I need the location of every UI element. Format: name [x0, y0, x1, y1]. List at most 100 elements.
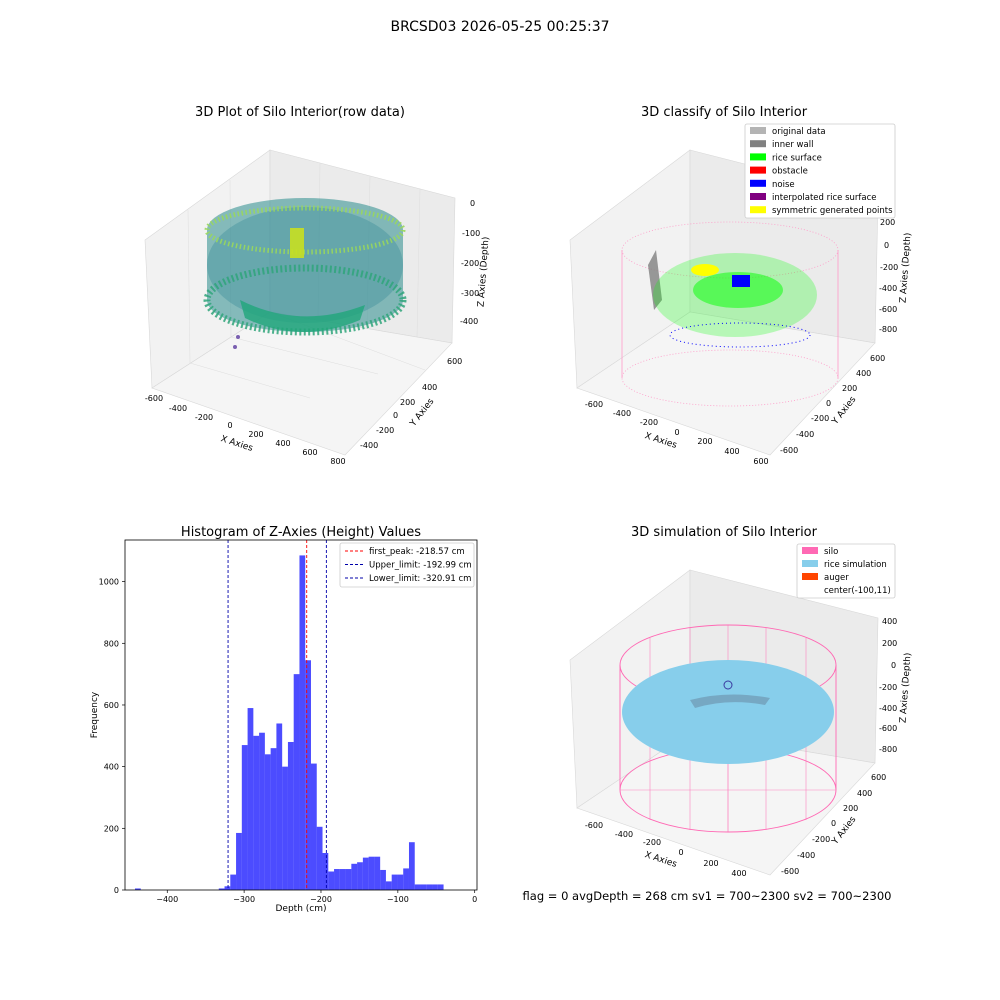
histogram-y-tick-label: 1000	[99, 578, 119, 587]
legend-label: center(-100,11)	[824, 586, 891, 596]
histogram-bar	[403, 868, 409, 890]
histogram-bar	[380, 869, 386, 890]
legend-swatch	[802, 547, 818, 554]
simulation-3d-plot: 3D simulation of Silo Interior s	[569, 525, 913, 878]
histogram-bar	[357, 862, 363, 890]
bottom-info-text: flag = 0 avgDepth = 268 cm sv1 = 700~230…	[523, 889, 892, 903]
histogram-bar	[305, 660, 311, 890]
histogram-bar	[414, 884, 421, 890]
simulation-legend-entries: silo rice simulation auger center(-100,11)	[802, 547, 891, 596]
histogram-bar	[282, 766, 288, 890]
svg-text:-200: -200	[880, 263, 898, 272]
legend-label: obstacle	[772, 167, 808, 177]
svg-text:-400: -400	[460, 317, 478, 326]
svg-text:600: 600	[753, 457, 768, 466]
histogram-bar	[420, 884, 427, 890]
histogram-x-tick-label: −300	[233, 895, 255, 904]
svg-text:-200: -200	[640, 418, 658, 427]
svg-text:-200: -200	[195, 413, 213, 422]
svg-text:-600: -600	[585, 821, 603, 830]
histogram-bar	[287, 741, 294, 890]
classify-z-ticks: 200 0 -200 -400 -600 -800	[879, 218, 898, 334]
svg-text:0: 0	[227, 421, 232, 430]
svg-text:-400: -400	[169, 404, 187, 413]
legend-swatch	[750, 206, 766, 214]
svg-text:200: 200	[248, 430, 263, 439]
svg-text:-600: -600	[145, 394, 163, 403]
svg-text:-600: -600	[585, 400, 603, 409]
histogram-bar	[362, 857, 369, 890]
simulation-silo-wireframe	[619, 624, 837, 833]
raw-silo-point-cloud	[203, 198, 407, 349]
classify-y-ticks: 600 400 200 0 -200 -400 -600	[780, 354, 885, 455]
histogram-x-tick-label: 0	[472, 895, 477, 904]
histogram-bar	[253, 735, 260, 890]
legend-label: silo	[824, 547, 838, 557]
histogram-legend-label: Upper_limit: -192.99 cm	[369, 561, 472, 571]
svg-text:-400: -400	[879, 704, 897, 713]
histogram-x-label: Depth (cm)	[275, 904, 326, 914]
raw-plot-title: 3D Plot of Silo Interior(row data)	[195, 105, 405, 120]
classify-y-label: Y Axies	[830, 395, 859, 428]
svg-text:-200: -200	[376, 426, 394, 435]
raw-x-ticks: -600 -400 -200 0 200 400 600 800	[145, 394, 346, 466]
histogram-x-tick-label: −200	[310, 895, 332, 904]
histogram-bar	[310, 763, 317, 890]
histogram-bar	[351, 863, 358, 890]
simulation-x-ticks: -600 -400 -200 0 200 400	[585, 821, 747, 878]
histogram-bar	[316, 826, 323, 890]
svg-text:0: 0	[884, 241, 889, 250]
histogram-bar	[432, 884, 438, 890]
svg-text:200: 200	[843, 804, 858, 813]
svg-text:0: 0	[678, 848, 683, 857]
legend-swatch	[802, 573, 818, 580]
histogram-y-tick-label: 200	[104, 824, 119, 833]
histogram-bar	[368, 856, 375, 890]
svg-text:400: 400	[882, 617, 897, 626]
svg-text:600: 600	[447, 357, 462, 366]
simulation-plot-title: 3D simulation of Silo Interior	[631, 525, 818, 540]
svg-text:400: 400	[731, 869, 746, 878]
svg-text:200: 200	[400, 398, 415, 407]
histogram-y-tick-label: 600	[104, 701, 119, 710]
histogram-bar	[270, 748, 277, 890]
legend-label: auger	[824, 573, 849, 583]
simulation-rice-surface	[622, 660, 834, 764]
svg-text:-600: -600	[780, 446, 798, 455]
histogram-bar	[264, 754, 271, 890]
svg-text:200: 200	[880, 218, 895, 227]
svg-text:-400: -400	[796, 430, 814, 439]
svg-text:-600: -600	[879, 305, 897, 314]
svg-text:400: 400	[857, 789, 872, 798]
svg-text:-800: -800	[879, 745, 897, 754]
classify-legend-entries: original data inner wall rice surface obsta…	[750, 127, 893, 216]
legend-label: original data	[772, 127, 826, 137]
legend-swatch	[802, 560, 818, 567]
raw-z-ticks: 0 -100 -200 -300 -400	[460, 199, 480, 326]
svg-text:-600: -600	[879, 724, 897, 733]
histogram-title: Histogram of Z-Axies (Height) Values	[181, 525, 421, 540]
histogram-bar	[334, 869, 340, 890]
classify-legend: original data inner wall rice surface obsta…	[744, 123, 896, 219]
simulation-z-ticks: 400 200 0 -200 -400 -600 -800	[879, 617, 897, 754]
legend-swatch	[750, 153, 766, 161]
legend-swatch	[750, 179, 766, 187]
legend-swatch	[750, 127, 766, 134]
histogram-bar	[397, 874, 404, 890]
histogram-bar	[322, 852, 329, 890]
histogram-bar	[259, 732, 265, 890]
histogram-y-tick-label: 400	[104, 763, 119, 772]
legend-label: rice simulation	[824, 560, 887, 570]
legend-swatch	[750, 166, 766, 174]
histogram-legend-entries: first_peak: -218.57 cm Upper_limit: -192.…	[345, 547, 472, 584]
histogram-bar	[241, 745, 248, 890]
histogram-legend-label: first_peak: -218.57 cm	[369, 547, 465, 557]
histogram-y-label: Frequency	[90, 691, 100, 738]
figure-title: BRCSD03 2026-05-25 00:25:37	[390, 19, 609, 35]
legend-label: interpolated rice surface	[772, 193, 877, 203]
svg-text:600: 600	[302, 448, 317, 457]
classify-plot-title: 3D classify of Silo Interior	[641, 105, 808, 120]
legend-swatch	[750, 193, 766, 200]
classify-point-cloud	[621, 221, 839, 407]
svg-text:-400: -400	[797, 851, 815, 860]
